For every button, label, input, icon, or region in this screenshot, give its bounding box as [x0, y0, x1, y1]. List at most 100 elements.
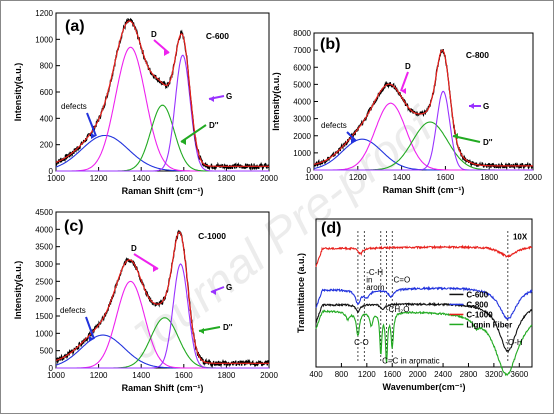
peak-label-g: G — [226, 92, 232, 101]
peak-label-dpp: D'' — [209, 121, 219, 130]
x-tick-label: 1800 — [218, 174, 236, 183]
x-tick-label: 1200 — [358, 370, 376, 379]
y-tick-label: 600 — [40, 88, 54, 97]
y-tick-label: 1000 — [35, 329, 53, 338]
y-tick-label: 400 — [40, 114, 54, 123]
y-tick-label: 3000 — [293, 115, 311, 124]
x-tick-label: 1600 — [383, 370, 401, 379]
peak-label-d: D — [151, 30, 157, 39]
x-tick-label: 1000 — [47, 174, 65, 183]
annotation-arrow — [400, 71, 409, 92]
y-axis-label: Intensity(a.u.) — [271, 72, 281, 131]
arrow-head — [89, 336, 94, 342]
x-axis-label: Raman Shift (cm⁻¹) — [122, 186, 204, 196]
arrow-head — [91, 133, 96, 139]
x-tick-label: 1800 — [218, 371, 236, 380]
arrow-head — [351, 138, 356, 144]
peak-label-dpp: D'' — [223, 323, 233, 332]
arrow-head — [401, 88, 406, 94]
y-tick-label: 6000 — [293, 63, 311, 72]
ftir-series-line — [315, 301, 533, 354]
panel-label: (c) — [64, 218, 84, 235]
sample-label: C-800 — [466, 50, 489, 60]
chart-panel-a: 1000 1200 1400 1600 1800 2000 0 200 400 600 800 100… — [13, 9, 278, 196]
x-tick-label: 800 — [335, 370, 349, 379]
x-axis-label: Wavenumber(cm⁻¹) — [383, 382, 466, 392]
legend-label: C-800 — [466, 300, 488, 309]
x-tick-label: 1200 — [90, 371, 108, 380]
legend-label: C-1000 — [466, 310, 493, 319]
sample-label: C-1000 — [198, 231, 226, 241]
ftir-series-line — [315, 285, 533, 321]
chart-panel-d: 400 800 1200 1600 2000 2400 2800 3200 3600 Wavenu… — [296, 218, 533, 392]
y-tick-label: 1000 — [293, 149, 311, 158]
band-annotation: -O-H — [505, 338, 523, 347]
peak-label-d: D — [405, 62, 411, 71]
x-axis-label: Raman Shift (cm⁻¹) — [383, 185, 465, 195]
y-tick-label: 4500 — [35, 208, 53, 217]
peak-label-g: G — [483, 102, 489, 111]
y-axis-label: Intensity(a.u.) — [13, 261, 23, 320]
peak-label-defects: defects — [61, 102, 87, 111]
y-tick-label: 2000 — [35, 295, 53, 304]
arrow-head — [199, 328, 204, 334]
y-tick-label: 4000 — [293, 98, 311, 107]
y-tick-label: 2000 — [293, 132, 311, 141]
ftir-series-line — [315, 244, 533, 268]
y-axis-label: Tranmittance (a.u.) — [296, 253, 306, 333]
x-tick-label: 1600 — [175, 371, 193, 380]
arrow-head — [181, 139, 186, 145]
fit-component-d — [56, 46, 269, 172]
panel-label: (a) — [65, 18, 85, 35]
y-tick-label: 3000 — [35, 260, 53, 269]
x-tick-label: 1000 — [305, 173, 323, 182]
arrow-head — [211, 289, 216, 295]
annotation-arrow — [85, 316, 95, 340]
arrow-head — [453, 133, 458, 139]
x-tick-label: 2000 — [260, 371, 278, 380]
band-annotation: C=O — [394, 276, 411, 285]
x-tick-label: 1600 — [437, 173, 455, 182]
y-tick-label: 2500 — [35, 277, 53, 286]
band-annotation: in — [366, 276, 372, 285]
x-tick-label: 3200 — [485, 370, 503, 379]
x-tick-label: 1400 — [132, 371, 150, 380]
plot-frame — [315, 218, 533, 368]
annotation-arrow — [346, 131, 357, 142]
panel-label: (b) — [320, 36, 340, 53]
peak-label-defects: defects — [321, 121, 347, 130]
peak-label-dpp: D'' — [483, 138, 493, 147]
peak-label-defects: defects — [60, 306, 86, 315]
annotation-10x: 10X — [513, 233, 528, 242]
peak-label-g: G — [226, 283, 232, 292]
x-tick-label: 1400 — [132, 174, 150, 183]
x-tick-label: 1200 — [90, 174, 108, 183]
annotation-arrow — [153, 39, 170, 54]
fit-component-g — [56, 263, 269, 369]
raw-spectrum-line — [55, 17, 270, 171]
legend-label: Lignin Fiber — [466, 320, 512, 329]
y-tick-label: 5000 — [293, 80, 311, 89]
chart-panel-c: 1000 1200 1400 1600 1800 2000 0 500 1000 1500 2000… — [13, 208, 278, 393]
arrow-head — [153, 266, 158, 272]
x-tick-label: 2800 — [460, 370, 478, 379]
band-annotation: arom — [366, 283, 385, 292]
x-tick-label: 1600 — [175, 174, 193, 183]
x-tick-label: 1200 — [349, 173, 367, 182]
band-annotation: -C-H — [366, 268, 383, 277]
plot-frame — [55, 12, 270, 172]
arrow-head — [164, 50, 169, 56]
band-annotation: C-O — [354, 338, 369, 347]
x-tick-label: 2400 — [434, 370, 452, 379]
legend-label: C-600 — [466, 290, 488, 299]
panel-label: (d) — [321, 220, 341, 237]
ftir-series-line — [315, 309, 533, 377]
y-tick-label: 3500 — [35, 243, 53, 252]
fit-component-g — [314, 90, 533, 171]
y-tick-label: 800 — [40, 62, 54, 71]
annotation-arrow — [86, 112, 97, 137]
x-tick-label: 2000 — [524, 173, 542, 182]
y-tick-label: 8000 — [293, 29, 311, 38]
watermark-text: Journal Pre-proof — [118, 97, 447, 371]
